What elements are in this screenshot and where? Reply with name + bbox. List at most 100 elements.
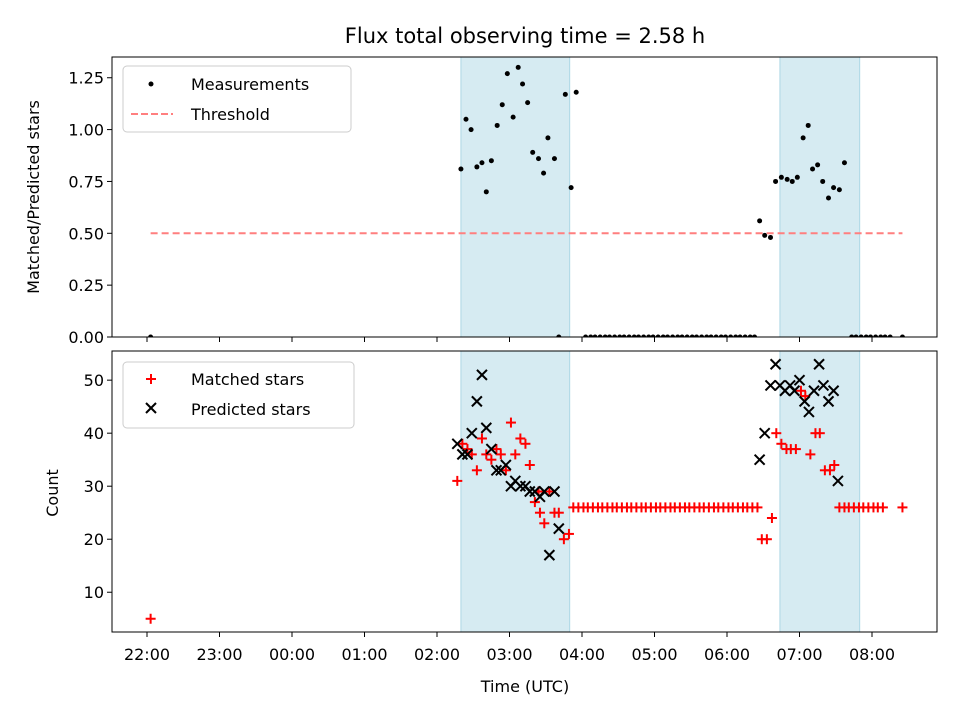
measurement-point — [789, 178, 795, 184]
matched-point — [805, 449, 816, 460]
measurement-point — [831, 185, 837, 191]
measurement-point — [670, 334, 676, 337]
measurement-point — [757, 218, 763, 224]
legend-predicted-marker — [145, 402, 157, 414]
x-tick-label: 03:00 — [486, 645, 532, 664]
measurement-point — [863, 334, 869, 337]
y-tick-label: 0.75 — [68, 172, 104, 191]
measurement-point — [737, 334, 743, 337]
measurement-point — [810, 166, 816, 172]
predicted-point — [524, 485, 536, 498]
matched-point — [539, 518, 550, 529]
chart-title: Flux total observing time = 2.58 h — [345, 24, 705, 48]
measurement-point — [762, 232, 768, 238]
matched-point — [505, 417, 516, 428]
measurement-point — [646, 334, 652, 337]
measurement-point — [583, 334, 589, 337]
y-tick-label: 40 — [84, 424, 104, 443]
measurement-point — [551, 156, 557, 162]
x-tick-label: 07:00 — [776, 645, 822, 664]
matched-point — [766, 513, 777, 524]
measurement-point — [499, 102, 505, 108]
measurement-point — [530, 149, 536, 155]
measurement-point — [773, 178, 779, 184]
measurement-point — [515, 64, 521, 70]
predicted-point — [548, 485, 561, 498]
predicted-point — [538, 485, 551, 498]
measurement-point — [778, 174, 784, 180]
matched-point — [544, 486, 555, 497]
axes-frame — [111, 56, 938, 338]
predicted-point — [803, 406, 815, 418]
bottom-legend: Matched stars Predicted stars — [122, 361, 355, 429]
predicted-point — [758, 427, 771, 439]
series-matched-stars — [145, 385, 908, 624]
measurement-point — [853, 334, 859, 337]
matched-point — [790, 444, 801, 455]
matched-point — [529, 497, 540, 508]
y-tick-label: 10 — [84, 583, 104, 602]
measurement-point — [621, 334, 627, 337]
x-tick-label: 00:00 — [269, 645, 315, 664]
x-tick-label: 06:00 — [704, 645, 750, 664]
measurement-point — [474, 164, 480, 170]
matched-point — [462, 444, 473, 455]
measurement-point — [655, 334, 661, 337]
x-tick-label: 01:00 — [341, 645, 387, 664]
top-legend: Measurements Threshold — [122, 65, 352, 133]
matched-point — [486, 454, 497, 465]
measurement-point — [742, 334, 748, 337]
measurement-point — [899, 334, 905, 337]
measurement-point — [794, 174, 800, 180]
predicted-point — [793, 374, 806, 386]
measurement-point — [665, 334, 671, 337]
measurement-point — [562, 91, 568, 97]
series-measurements — [148, 64, 905, 337]
measurement-point — [660, 334, 666, 337]
predicted-point — [466, 427, 478, 439]
measurement-point — [556, 334, 562, 337]
measurement-point — [768, 234, 773, 240]
measurement-point — [617, 334, 623, 337]
measurement-point — [148, 334, 154, 337]
predicted-point — [456, 448, 469, 461]
predicted-point — [764, 379, 777, 392]
measurement-point — [858, 334, 864, 337]
measurement-point — [483, 189, 489, 195]
predicted-point — [798, 395, 811, 408]
measurement-point — [545, 135, 551, 141]
predicted-point — [817, 379, 830, 392]
measurement-point — [733, 334, 739, 337]
x-tick-label: 08:00 — [849, 645, 895, 664]
measurement-point — [878, 334, 884, 337]
matched-point — [452, 475, 463, 486]
predicted-point — [827, 385, 840, 397]
x-tick-label: 23:00 — [196, 645, 242, 664]
matched-point — [471, 465, 482, 476]
predicted-point — [485, 443, 498, 455]
y-tick-label: 1.25 — [68, 69, 104, 88]
matched-point — [563, 528, 574, 539]
measurement-point — [868, 334, 874, 337]
measurement-point — [820, 178, 826, 184]
measurement-point — [747, 334, 753, 337]
plot-area — [148, 64, 905, 337]
measurement-point — [597, 334, 603, 337]
measurement-point — [536, 156, 541, 162]
matched-point — [897, 502, 908, 513]
measurement-point — [704, 334, 710, 337]
measurement-point — [699, 334, 705, 337]
measurement-point — [602, 334, 608, 337]
y-tick-label: 30 — [84, 477, 104, 496]
bottom-panel: 10 20 30 40 50 22:00 23:00 00:00 01:00 02:00 03:00… — [84, 350, 938, 664]
shaded-interval — [460, 56, 571, 338]
y-tick-label: 0.00 — [68, 328, 104, 347]
measurement-point — [636, 334, 642, 337]
measurement-point — [650, 334, 656, 337]
predicted-point — [451, 438, 464, 450]
predicted-point — [514, 480, 527, 492]
matched-point — [481, 449, 492, 460]
measurement-point — [882, 334, 888, 337]
legend-predicted-label: Predicted stars — [191, 400, 311, 419]
